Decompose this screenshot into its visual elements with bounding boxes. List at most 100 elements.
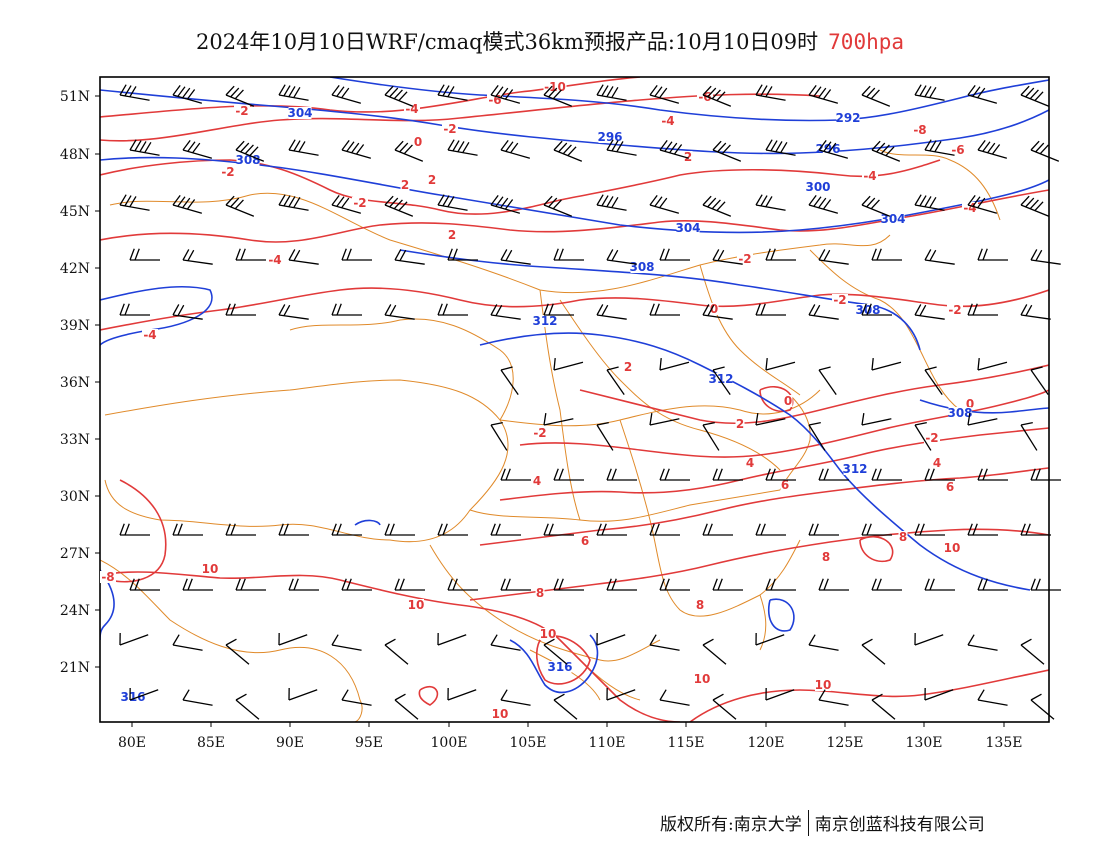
wind-barb [871, 578, 902, 591]
wind-barb [1020, 195, 1050, 217]
wind-barb [967, 634, 998, 651]
geopotential-contour-label: 316 [547, 660, 572, 674]
wind-barb [394, 140, 424, 162]
temperature-contour-label: -6 [698, 90, 711, 104]
wind-barb [967, 194, 998, 214]
wind-barb [278, 194, 309, 211]
wind-barb [500, 689, 531, 706]
contour-label-bg [815, 679, 831, 691]
wind-barb [129, 578, 160, 591]
wind-barb [288, 249, 319, 265]
x-tick-label: 110E [589, 735, 626, 751]
temperature-contour-label: 4 [533, 474, 541, 488]
wind-barb [977, 578, 1008, 591]
temperature-contour-label: 4 [746, 456, 754, 470]
wind-barb [808, 523, 839, 536]
wind-barb [702, 85, 732, 107]
wind-barb [755, 523, 786, 536]
wind-barb [1020, 422, 1038, 451]
wind-barb [119, 523, 150, 536]
wind-barb [977, 689, 1008, 706]
wind-barb [808, 634, 839, 651]
wind-barb [543, 85, 573, 107]
wind-barb [1020, 523, 1051, 536]
temperature-contour-label: 10 [540, 627, 557, 641]
wind-barb [924, 687, 954, 701]
wind-barb [861, 638, 886, 665]
temperature-contour-label: -4 [268, 253, 281, 267]
wind-barb [341, 689, 372, 706]
contour-label-bg [695, 599, 705, 611]
wind-barb [649, 413, 680, 426]
wind-barb [606, 139, 637, 156]
temperature-contour-label: -6 [488, 93, 501, 107]
contour-label-bg [832, 294, 848, 306]
wind-barb [967, 413, 998, 426]
contour-label-bg [352, 197, 368, 209]
x-tick-label: 100E [431, 735, 468, 751]
wind-barb [712, 249, 743, 265]
temperature-contour-label: -2 [443, 122, 456, 136]
wind-barb [331, 84, 362, 104]
wind-barb [394, 578, 425, 591]
wind-barb [119, 632, 149, 646]
contour-label-bg [950, 144, 966, 156]
wind-barb [818, 689, 849, 706]
wind-barb [278, 523, 309, 536]
wind-barb [1030, 468, 1061, 481]
wind-barb [447, 578, 478, 591]
wind-barb [606, 578, 637, 591]
geopotential-contour-label: 296 [597, 130, 622, 144]
wind-barb [278, 632, 308, 646]
y-tick-label: 33N [60, 432, 90, 448]
temperature-contour-label: -2 [833, 293, 846, 307]
contour-label-bg [413, 136, 423, 148]
wind-barb [543, 413, 574, 426]
y-axis: 51N 48N 45N 42N 39N 36N 33N 30N 27N 24N 21N [60, 89, 100, 676]
x-tick-label: 95E [355, 735, 383, 751]
wind-barb [914, 422, 932, 451]
contour-label-bg [100, 571, 116, 583]
contour-label-bg [694, 673, 710, 685]
wind-barb [755, 194, 786, 211]
contour-label-bg [947, 304, 963, 316]
wind-barb [977, 248, 1008, 261]
wind-barb [977, 139, 1008, 159]
contour-label-bg [288, 107, 312, 119]
temperature-contour-label: 2 [401, 178, 409, 192]
x-tick-label: 80E [118, 735, 146, 751]
wind-barb [225, 85, 255, 107]
wind-barb [871, 248, 902, 261]
wind-barb [553, 468, 584, 481]
wind-barb [235, 248, 266, 261]
wind-barb [553, 248, 584, 261]
contour-label-bg [709, 373, 733, 385]
wind-barb [924, 139, 955, 156]
wind-barb [596, 422, 614, 451]
wind-barb [702, 422, 720, 451]
wind-barb [341, 248, 372, 261]
wind-barb [967, 523, 998, 536]
wind-barb [649, 634, 680, 651]
y-tick-label: 45N [60, 204, 90, 220]
temperature-contour-label: 6 [946, 480, 954, 494]
wind-barb [702, 304, 733, 320]
contour-label-bg [532, 475, 542, 487]
wind-barb [437, 194, 468, 211]
temperature-contour-label: 10 [408, 598, 425, 612]
contour-label-bg [234, 105, 250, 117]
y-tick-label: 24N [60, 603, 90, 619]
geopotential-contour-label: 308 [629, 260, 654, 274]
contour-label-bg [862, 170, 878, 182]
contour-label-bg [843, 463, 867, 475]
wind-barb [818, 578, 849, 591]
contour-label-bg [948, 407, 972, 419]
wind-barb [808, 422, 826, 451]
contour-label-bg [267, 254, 283, 266]
wind-barb [1030, 693, 1055, 720]
geopotential-contour-label: 312 [708, 372, 733, 386]
title-level: 700hpa [828, 30, 905, 54]
contour-label-bg [202, 563, 218, 575]
temperature-contour-label: 0 [414, 135, 422, 149]
wind-barb [755, 84, 786, 101]
